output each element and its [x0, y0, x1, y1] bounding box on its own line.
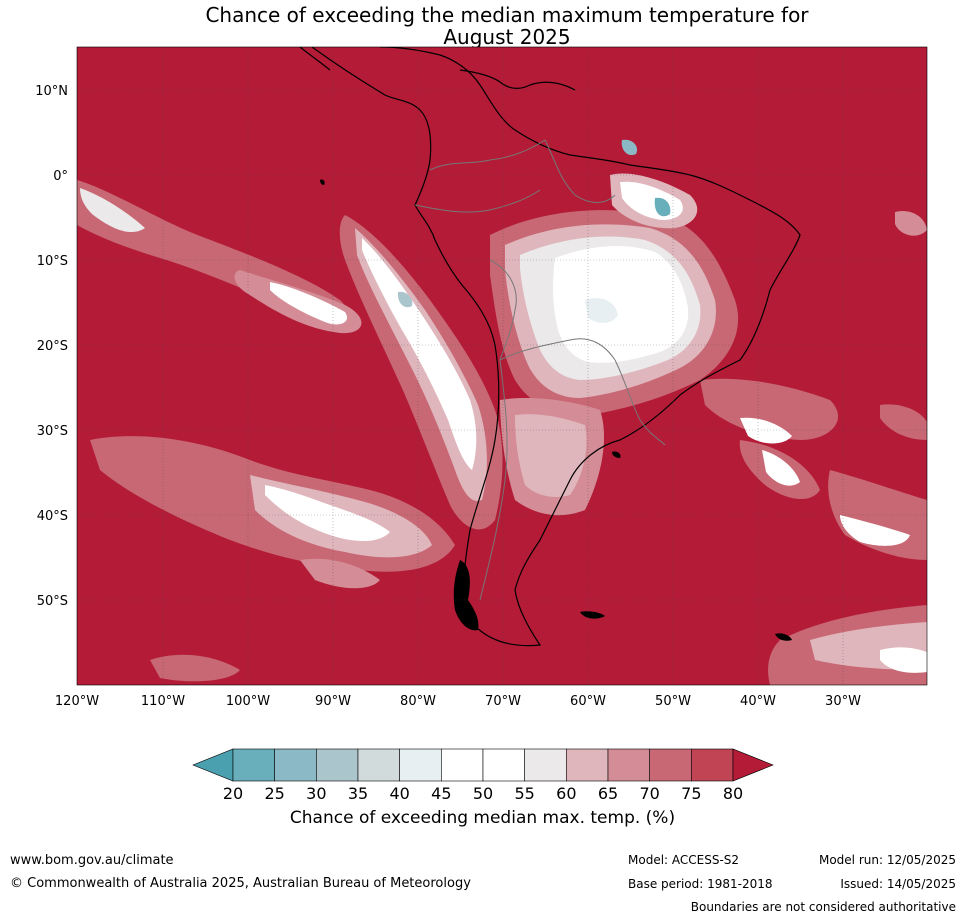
contour-atlantic-2-white: [762, 450, 800, 486]
colorbar-swatch: [232, 748, 275, 782]
colorbar-tick-label: 40: [389, 784, 409, 803]
contour-brazil-pale-blue: [585, 298, 618, 323]
footer-model: Model: ACCESS-S2: [628, 853, 740, 867]
lat-label: 40°S: [37, 509, 68, 524]
islands: [320, 179, 792, 641]
country-borders: [414, 139, 666, 601]
colorbar-swatch: [649, 748, 692, 782]
colorbar-swatch: [566, 748, 609, 782]
colorbar-swatch: [399, 748, 442, 782]
colorbar: [192, 748, 774, 782]
colorbar-tick-label: 70: [639, 784, 659, 803]
footer-model-run: Model run: 12/05/2025: [818, 853, 956, 867]
title-line-2: August 2025: [443, 25, 571, 49]
colorbar-tick-label: 30: [306, 784, 326, 803]
probability-contours: [77, 139, 927, 685]
colorbar-high-arrow: [732, 748, 774, 782]
lat-label: 10°S: [37, 254, 68, 269]
lon-label: 90°W: [315, 694, 351, 709]
footer-disclaimer: Boundaries are not considered authoritat…: [690, 900, 956, 914]
lon-label: 120°W: [55, 694, 99, 709]
contour-far-south-white: [880, 647, 927, 673]
lon-label: 80°W: [400, 694, 436, 709]
latitude-labels: 10°N 0° 10°S 20°S 30°S 40°S 50°S: [35, 84, 68, 609]
colorbar-tick-label: 25: [264, 784, 284, 803]
colorbar-swatch: [441, 748, 484, 782]
colorbar-swatch: [316, 748, 359, 782]
contour-atlantic-1-white: [740, 417, 792, 444]
colorbar-tick-labels: 20 25 30 35 40 45 50 55 60 65 70 75 80: [223, 784, 743, 803]
contour-amazon-mouth-blue: [654, 197, 671, 217]
contour-atlantic-ne2: [880, 404, 927, 440]
lat-label: 20°S: [37, 339, 68, 354]
contour-guiana-blue: [621, 139, 638, 156]
lon-label: 110°W: [141, 694, 185, 709]
footer-base-period: Base period: 1981-2018: [628, 877, 773, 891]
colorbar-swatch: [482, 748, 525, 782]
longitude-labels: 120°W 110°W 100°W 90°W 80°W 70°W 60°W 50°W 40°W 3…: [55, 694, 861, 709]
colorbar-tick-label: 75: [681, 784, 701, 803]
colorbar-tick-label: 65: [598, 784, 618, 803]
colorbar-low-arrow: [192, 748, 234, 782]
lat-label: 50°S: [37, 594, 68, 609]
chile-fjords: [453, 560, 479, 631]
lon-label: 70°W: [485, 694, 521, 709]
colorbar-swatch: [357, 748, 400, 782]
lat-label: 0°: [53, 169, 68, 184]
central-america-coastline: [299, 47, 576, 91]
lon-label: 60°W: [570, 694, 606, 709]
chart-title: Chance of exceeding the median maximum t…: [0, 4, 965, 48]
colorbar-swatch: [607, 748, 650, 782]
contour-pacific-equatorial-inner: [80, 188, 145, 233]
colorbar-tick-label: 20: [223, 784, 243, 803]
footer-issued: Issued: 14/05/2025: [840, 877, 956, 891]
contour-southwest: [150, 654, 240, 682]
colorbar-swatch: [691, 748, 734, 782]
title-line-1: Chance of exceeding the median maximum t…: [205, 3, 809, 27]
colorbar-title: Chance of exceeding median max. temp. (%…: [289, 808, 676, 828]
contour-south-pacific-white: [265, 485, 390, 541]
contour-coastal-band-white: [362, 238, 477, 470]
contour-atlantic-northeast: [895, 210, 927, 236]
colorbar-swatch: [524, 748, 567, 782]
colorbar-tick-label: 80: [723, 784, 743, 803]
contour-coastal-blue: [397, 291, 413, 308]
contour-atlantic-1: [700, 378, 839, 440]
lat-label: 10°N: [35, 84, 68, 99]
colorbar-tick-label: 50: [473, 784, 493, 803]
colorbar-tick-label: 60: [556, 784, 576, 803]
colorbar-tick-label: 55: [514, 784, 534, 803]
footer-copyright: © Commonwealth of Australia 2025, Austra…: [10, 876, 471, 891]
lon-label: 40°W: [740, 694, 776, 709]
footer-url: www.bom.gov.au/climate: [10, 853, 174, 868]
contour-southeast-pacific: [300, 558, 380, 589]
lon-label: 30°W: [825, 694, 861, 709]
lon-label: 50°W: [655, 694, 691, 709]
gridlines: [77, 47, 927, 685]
map-background: [77, 47, 927, 685]
south-america-coastline: [311, 47, 801, 647]
contour-argentina-light: [515, 414, 587, 497]
colorbar-swatch: [274, 748, 317, 782]
colorbar-tick-label: 45: [431, 784, 451, 803]
lon-label: 100°W: [226, 694, 270, 709]
colorbar-tick-label: 35: [348, 784, 368, 803]
map-frame: [76, 46, 928, 686]
contour-brazil-white: [553, 246, 689, 363]
contour-pacific-mid-inner: [270, 282, 348, 325]
contour-atlantic-east-white: [840, 515, 910, 546]
lat-label: 30°S: [37, 424, 68, 439]
